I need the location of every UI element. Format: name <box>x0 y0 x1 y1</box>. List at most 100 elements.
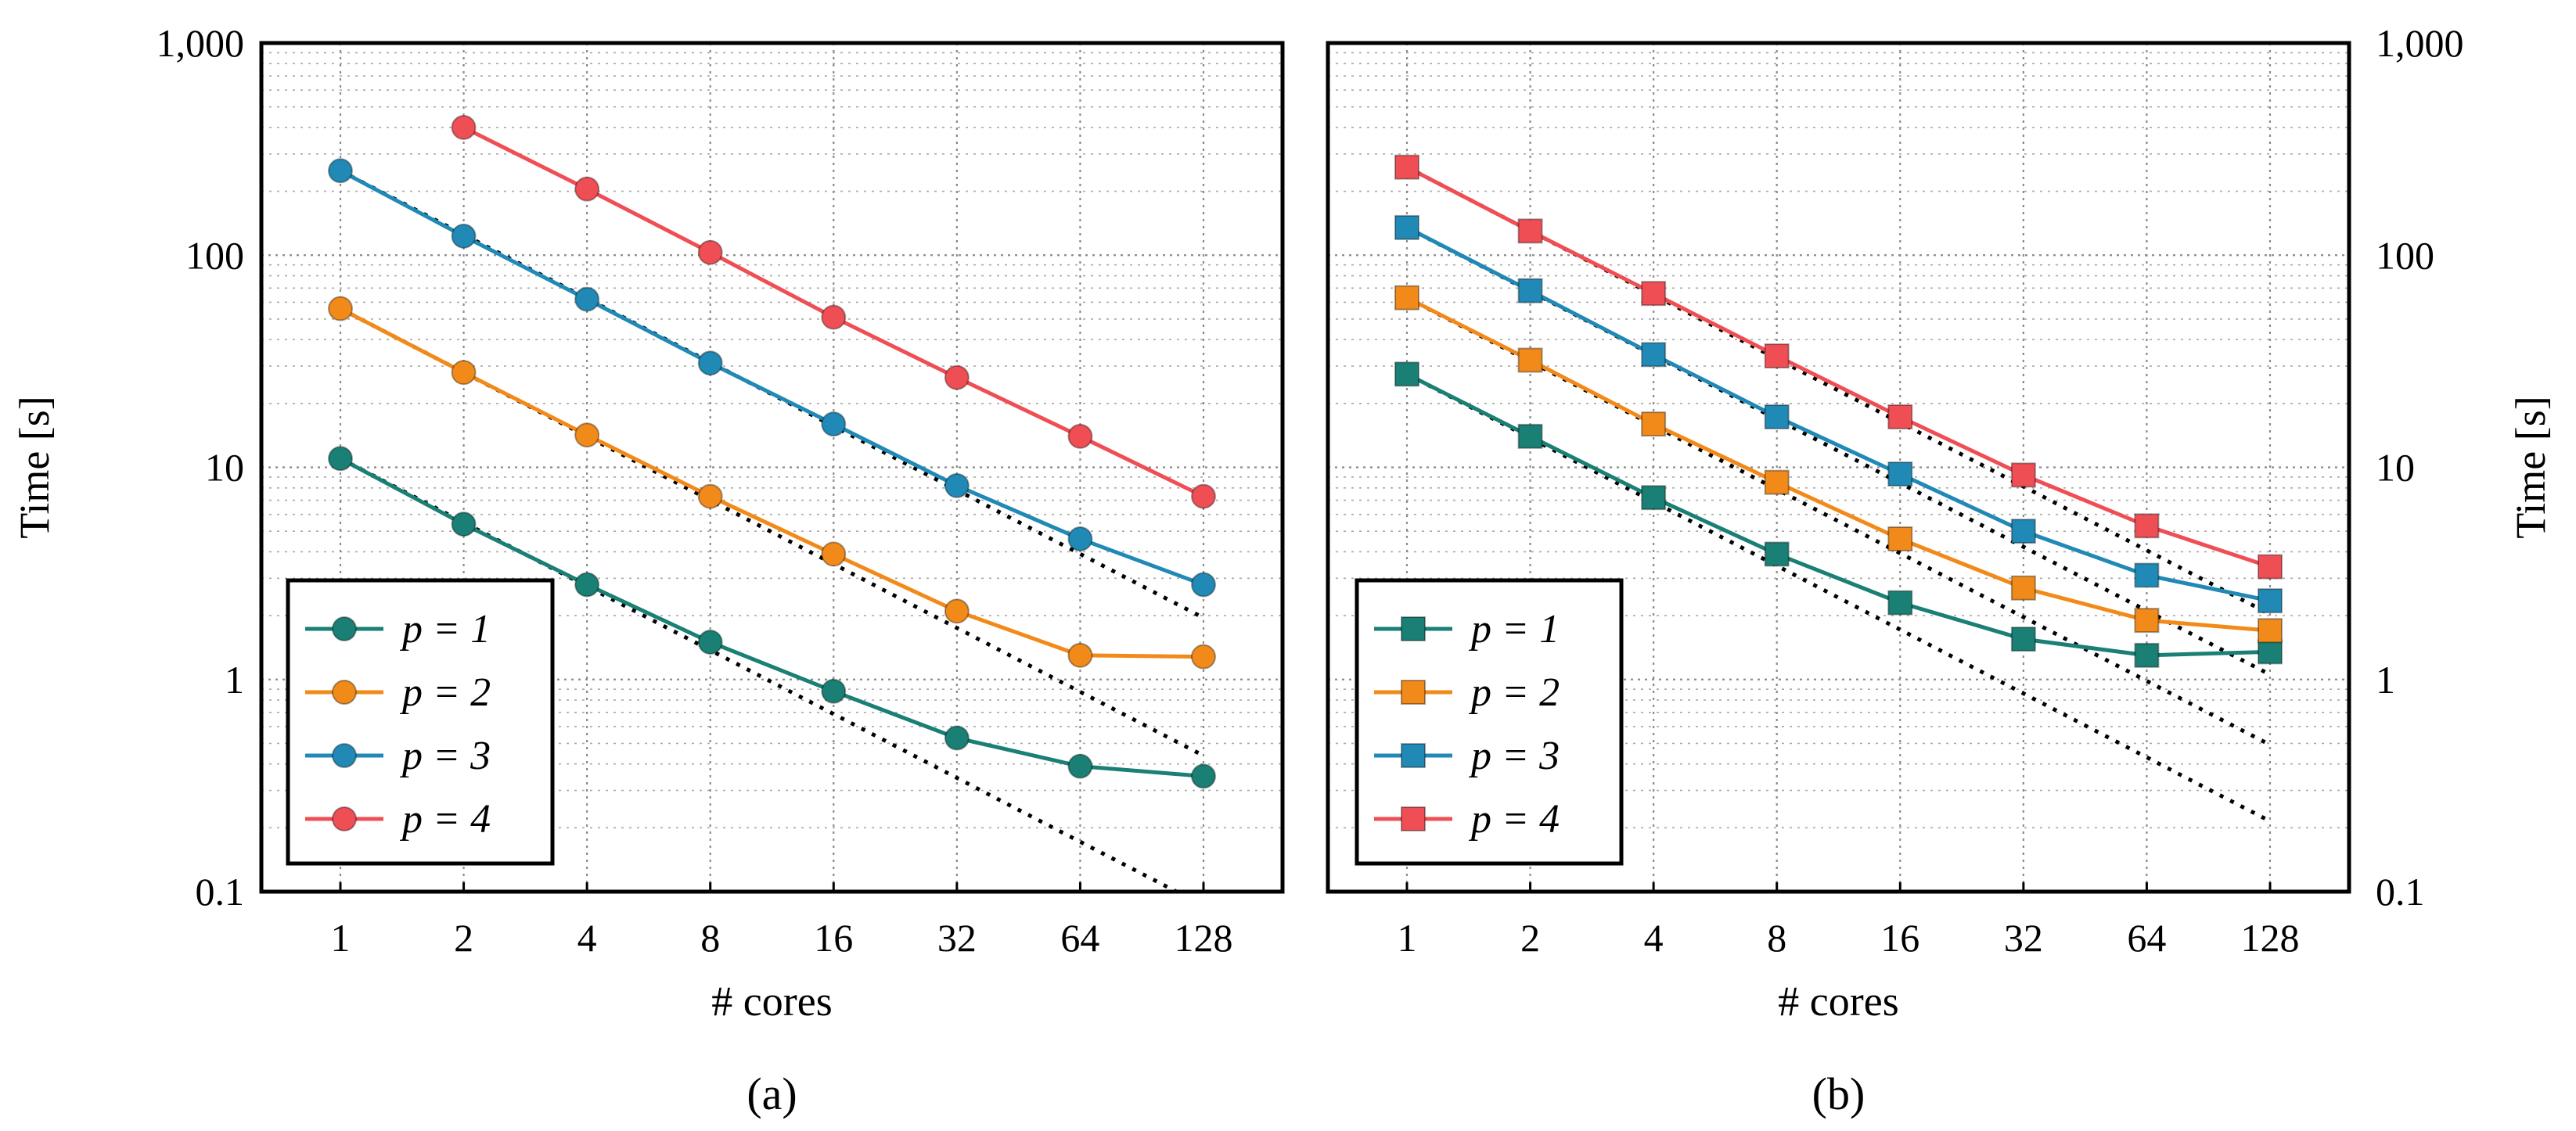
x-tick-label: 2 <box>454 916 473 960</box>
data-point <box>451 114 477 140</box>
legend-marker <box>332 743 357 768</box>
data-point <box>2258 554 2283 580</box>
x-tick-label: 4 <box>577 916 597 960</box>
data-point <box>451 512 477 537</box>
grid <box>1328 43 2349 892</box>
data-point <box>821 411 847 437</box>
legend: p = 1 p = 2 p = 3 p = 4 <box>286 578 555 866</box>
data-point <box>1191 763 1216 789</box>
ideal-scaling-lines <box>1405 165 2272 824</box>
data-point <box>2258 588 2283 614</box>
x-tick-label: 8 <box>1767 916 1786 960</box>
ideal-scaling-line <box>1405 225 2272 677</box>
data-point <box>2134 608 2160 634</box>
data-point <box>1764 343 1790 369</box>
data-point <box>328 158 353 184</box>
plot-frame <box>1326 41 2351 894</box>
legend-label: p = 2 <box>399 670 491 715</box>
x-tick-label: 16 <box>814 916 853 960</box>
legend-label: p = 3 <box>1468 734 1560 778</box>
series-line <box>1405 372 2271 658</box>
grid <box>261 43 1283 892</box>
x-tick-label: 4 <box>1644 916 1664 960</box>
data-point <box>451 223 477 249</box>
series-line <box>1405 225 2271 603</box>
ideal-scaling-line <box>1405 372 2272 824</box>
data-point <box>1067 423 1093 449</box>
data-point <box>821 678 847 704</box>
data-point <box>1191 572 1216 598</box>
legend-marker <box>1401 743 1426 768</box>
y-tick-label: 0.1 <box>196 870 245 914</box>
legend-label: p = 3 <box>399 734 491 778</box>
data-point <box>1887 590 1913 616</box>
legend-marker <box>1401 806 1426 831</box>
series-line <box>1405 165 2271 569</box>
data-point <box>1517 347 1543 373</box>
data-point <box>1394 214 1419 240</box>
data-point <box>1641 485 1667 511</box>
series-line <box>339 169 1204 587</box>
data-point <box>2134 513 2160 539</box>
data-point <box>1764 404 1790 429</box>
data-point <box>574 422 600 448</box>
y-tick-label: 1 <box>2376 658 2395 702</box>
data-point <box>574 176 600 202</box>
data-point <box>1067 642 1093 668</box>
x-tick-label: 1 <box>1398 916 1417 960</box>
panel-b: 1 2 4 8 16 32 64 128 0.1 1 10 100 1,000 # cores Time [… <box>1326 21 2554 1119</box>
legend-marker <box>332 616 357 641</box>
x-tick-label: 2 <box>1520 916 1540 960</box>
legend-label: p = 1 <box>399 607 491 652</box>
legend-marker <box>332 806 357 831</box>
data-point <box>1394 285 1419 311</box>
ideal-scaling-line <box>1405 165 2272 616</box>
data-point <box>2010 519 2036 544</box>
plot-frame <box>259 41 1285 894</box>
ideal-scaling-lines <box>339 169 1205 892</box>
data-point <box>2258 639 2283 665</box>
legend-marker <box>1401 616 1426 641</box>
data-point <box>2010 575 2036 601</box>
data-point <box>2134 642 2160 668</box>
data-point <box>697 350 723 376</box>
legend-label: p = 4 <box>399 797 491 842</box>
x-tick-label: 128 <box>1175 916 1233 960</box>
legend-label: p = 2 <box>1468 670 1560 715</box>
data-point <box>328 296 353 321</box>
ideal-scaling-line <box>339 169 1205 620</box>
data-point <box>574 572 600 598</box>
data-point <box>697 239 723 265</box>
data-point <box>1764 541 1790 567</box>
panel-a: 1 2 4 8 16 32 64 128 0.1 1 10 100 1,000 # cores Time [… <box>11 21 1285 1119</box>
data-point <box>1887 526 1913 551</box>
x-tick-label: 16 <box>1880 916 1919 960</box>
data-point <box>1517 423 1543 449</box>
series-group <box>1394 154 2283 668</box>
data-point <box>328 446 353 472</box>
y-tick-label: 100 <box>185 233 244 277</box>
data-point <box>1887 404 1913 429</box>
x-axis-title: # cores <box>1778 978 1898 1025</box>
x-tick-label: 32 <box>2004 916 2043 960</box>
data-point <box>1641 342 1667 368</box>
x-tick-label: 128 <box>2241 916 2300 960</box>
legend-label: p = 4 <box>1468 797 1560 842</box>
ideal-scaling-line <box>339 457 1181 892</box>
ideal-scaling-line <box>1405 296 2272 747</box>
y-axis-title: Time [s] <box>2507 396 2554 539</box>
series-line <box>339 307 1204 659</box>
data-point <box>1764 469 1790 495</box>
y-tick-label: 10 <box>2376 446 2415 490</box>
data-point <box>1517 278 1543 303</box>
y-tick-label: 1,000 <box>157 21 245 65</box>
data-point <box>2134 562 2160 588</box>
data-point <box>574 286 600 312</box>
data-point <box>1191 483 1216 509</box>
series-line <box>1405 296 2271 633</box>
y-tick-label: 10 <box>205 446 244 490</box>
data-point <box>944 725 970 751</box>
data-point <box>1067 526 1093 551</box>
y-tick-label: 100 <box>2376 233 2434 277</box>
